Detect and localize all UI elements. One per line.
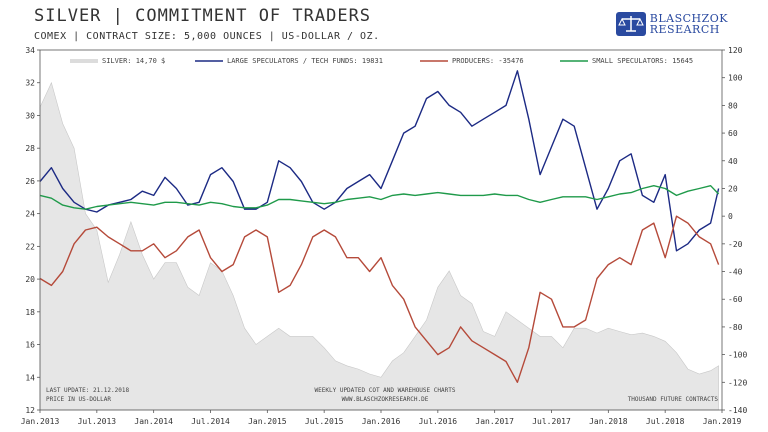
x-tick-label: Jan.2013 — [21, 417, 60, 426]
y-right-tick-label: 20 — [728, 184, 738, 193]
area-layer — [39, 81, 719, 411]
y-left-tick-label: 20 — [25, 275, 35, 284]
y-right-tick-label: -20 — [728, 240, 743, 249]
x-tick-label: Jul.2018 — [646, 417, 685, 426]
y-left-tick-label: 22 — [25, 242, 35, 251]
legend-label: LARGE SPECULATORS / TECH FUNDS: 19831 — [227, 57, 383, 65]
y-right-tick-label: -100 — [728, 351, 747, 360]
y-right-tick-label: -120 — [728, 378, 747, 387]
legend-label: SMALL SPECULATORS: 15645 — [592, 57, 693, 65]
legend-layer: SILVER: 14,70 $ LARGE SPECULATORS / TECH … — [70, 57, 693, 65]
y-right-tick-label: -60 — [728, 295, 743, 304]
y-right-tick-label: -80 — [728, 323, 743, 332]
y-right-tick-label: -40 — [728, 268, 743, 277]
legend-label: PRODUCERS: -35476 — [452, 57, 524, 65]
scales-logo-icon — [615, 12, 646, 36]
y-left-tick-label: 18 — [25, 308, 35, 317]
x-tick-label: Jul.2015 — [305, 417, 344, 426]
x-tick-label: Jul.2014 — [191, 417, 230, 426]
chart-title: SILVER | COMMITMENT OF TRADERS — [34, 6, 372, 26]
x-tick-label: Jan.2019 — [703, 417, 742, 426]
x-tick-label: Jan.2016 — [362, 417, 401, 426]
line-layer — [39, 70, 720, 383]
last-update-text: LAST UPDATE: 21.12.2018 — [46, 387, 129, 394]
y-right-tick-label: -140 — [728, 406, 747, 415]
x-tick-label: Jan.2018 — [589, 417, 628, 426]
y-right-tick-label: 100 — [728, 74, 743, 83]
y-left-tick-label: 34 — [25, 46, 35, 55]
right-unit-text: THOUSAND FUTURE CONTRACTS — [628, 396, 719, 403]
y-left-tick-label: 32 — [25, 79, 35, 88]
y-right-tick-label: 0 — [728, 212, 733, 221]
y-left-tick-label: 28 — [25, 144, 35, 153]
logo-line-2: RESEARCH — [649, 23, 720, 36]
series-silver-area — [39, 81, 719, 411]
x-tick-label: Jan.2014 — [134, 417, 173, 426]
axis-layer: 12 14 16 18 20 22 24 26 28 30 32 34 -140 -120 -100 -80 -… — [21, 46, 748, 426]
x-tick-label: Jul.2013 — [78, 417, 117, 426]
source-text: WEEKLY UPDATED COT AND WAREHOUSE CHARTS — [315, 387, 456, 394]
chart-subtitle: COMEX | CONTRACT SIZE: 5,000 OUNCES | US… — [34, 31, 380, 42]
brand-logo: BLASCHZOK RESEARCH — [615, 12, 728, 36]
y-left-tick-label: 24 — [25, 210, 35, 219]
x-tick-label: Jan.2017 — [475, 417, 514, 426]
series-line-2 — [39, 215, 720, 383]
y-left-tick-label: 16 — [25, 341, 35, 350]
y-left-tick-label: 30 — [25, 111, 35, 120]
x-tick-label: Jul.2016 — [419, 417, 458, 426]
y-left-tick-label: 14 — [25, 373, 35, 382]
website-text: WWW.BLASCHZOKRESEARCH.DE — [342, 396, 429, 403]
series-line-1 — [39, 70, 720, 252]
y-right-tick-label: 120 — [728, 46, 743, 55]
y-right-tick-label: 40 — [728, 157, 738, 166]
y-right-tick-label: 60 — [728, 129, 738, 138]
x-tick-label: Jan.2015 — [248, 417, 287, 426]
footer-notes: LAST UPDATE: 21.12.2018 PRICE IN US-DOLL… — [46, 387, 718, 403]
series-line-3 — [39, 185, 720, 210]
y-left-tick-label: 26 — [25, 177, 35, 186]
x-tick-label: Jul.2017 — [532, 417, 571, 426]
y-left-tick-label: 12 — [25, 406, 35, 415]
logo-line-1: BLASCHZOK — [649, 12, 728, 25]
legend-label: SILVER: 14,70 $ — [102, 57, 165, 65]
price-unit-text: PRICE IN US-DOLLAR — [46, 396, 111, 403]
y-right-tick-label: 80 — [728, 101, 738, 110]
